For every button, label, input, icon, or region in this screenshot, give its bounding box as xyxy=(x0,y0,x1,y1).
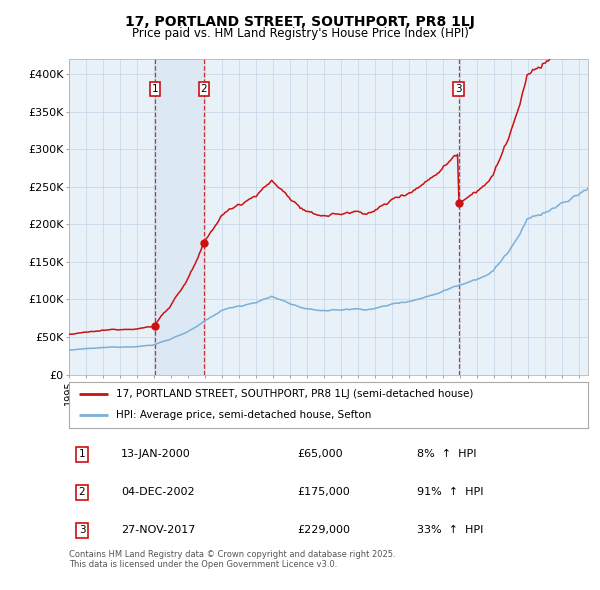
Text: 17, PORTLAND STREET, SOUTHPORT, PR8 1LJ: 17, PORTLAND STREET, SOUTHPORT, PR8 1LJ xyxy=(125,15,475,29)
Text: 27-NOV-2017: 27-NOV-2017 xyxy=(121,525,195,535)
Text: £175,000: £175,000 xyxy=(298,487,350,497)
Text: 3: 3 xyxy=(79,525,85,535)
Text: 3: 3 xyxy=(455,84,462,94)
Text: 1: 1 xyxy=(79,450,85,460)
Text: Price paid vs. HM Land Registry's House Price Index (HPI): Price paid vs. HM Land Registry's House … xyxy=(131,27,469,40)
Text: £229,000: £229,000 xyxy=(298,525,350,535)
Bar xyxy=(155,59,204,375)
Text: Contains HM Land Registry data © Crown copyright and database right 2025.
This d: Contains HM Land Registry data © Crown c… xyxy=(69,550,395,569)
Text: 1: 1 xyxy=(151,84,158,94)
Text: 91%  ↑  HPI: 91% ↑ HPI xyxy=(417,487,483,497)
Text: 17, PORTLAND STREET, SOUTHPORT, PR8 1LJ (semi-detached house): 17, PORTLAND STREET, SOUTHPORT, PR8 1LJ … xyxy=(116,389,473,399)
Text: £65,000: £65,000 xyxy=(298,450,343,460)
Text: 8%  ↑  HPI: 8% ↑ HPI xyxy=(417,450,476,460)
Text: 2: 2 xyxy=(79,487,85,497)
Text: 04-DEC-2002: 04-DEC-2002 xyxy=(121,487,194,497)
Text: 33%  ↑  HPI: 33% ↑ HPI xyxy=(417,525,483,535)
Text: 2: 2 xyxy=(200,84,207,94)
Text: HPI: Average price, semi-detached house, Sefton: HPI: Average price, semi-detached house,… xyxy=(116,410,371,420)
Text: 13-JAN-2000: 13-JAN-2000 xyxy=(121,450,191,460)
